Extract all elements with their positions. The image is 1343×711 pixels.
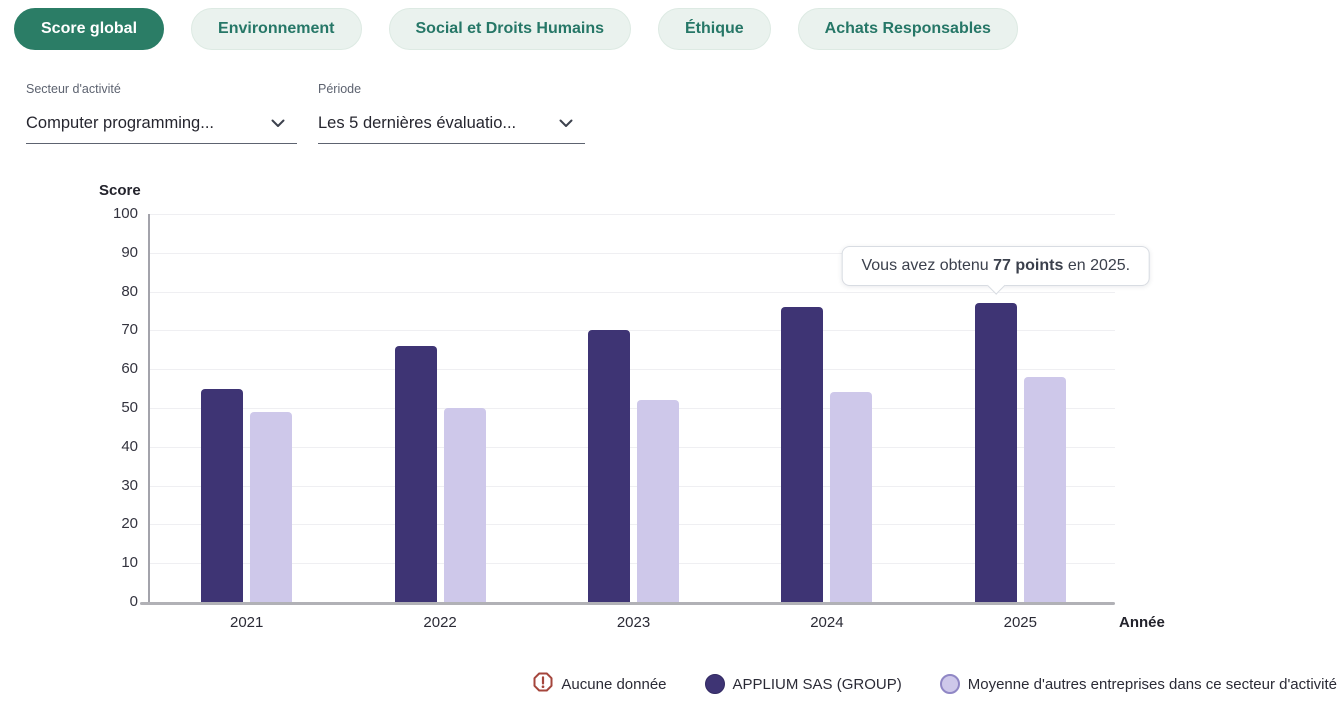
x-tick-label: 2023	[616, 614, 651, 631]
plot-area: Année Vous avez obtenu 77 points en 2025…	[113, 205, 1165, 631]
chevron-down-icon	[559, 112, 573, 134]
y-axis-title: Score	[99, 182, 141, 199]
legend-item-company: APPLIUM SAS (GROUP)	[704, 674, 902, 694]
sector-filter-label: Secteur d'activité	[26, 82, 121, 96]
y-tick-label: 80	[121, 282, 138, 300]
gridline	[150, 252, 1115, 254]
tab-bar: Score global Environnement Social et Droit…	[14, 8, 1018, 50]
x-axis-line	[140, 602, 1115, 605]
company-series-swatch-icon	[704, 674, 725, 694]
y-tick-label: 20	[121, 515, 138, 533]
y-tick-label: 50	[121, 399, 138, 416]
gridline	[150, 408, 1115, 409]
gridline	[150, 330, 1115, 332]
legend-label-company: APPLIUM SAS (GROUP)	[732, 675, 902, 693]
bar-2025-series-0[interactable]	[974, 303, 1017, 602]
x-tick-label: 2025	[1003, 614, 1037, 631]
chart-tooltip: Vous avez obtenu 77 points en 2025.	[841, 246, 1151, 286]
bar-2022-series-1[interactable]	[443, 408, 486, 602]
period-dropdown[interactable]: Les 5 dernières évaluatio...	[318, 112, 585, 144]
gridline	[150, 563, 1115, 565]
gridline	[150, 369, 1115, 371]
bar-2023-series-0[interactable]	[588, 330, 630, 602]
bar-2021-series-1[interactable]	[250, 411, 293, 602]
chevron-down-icon	[271, 112, 285, 134]
legend-label-no-data: Aucune donnée	[561, 675, 667, 693]
bar-2021-series-0[interactable]	[201, 388, 244, 602]
bar-2024-series-1[interactable]	[830, 392, 873, 602]
tooltip-text-suffix: en 2025.	[1063, 257, 1131, 274]
chart-legend: Aucune donnée APPLIUM SAS (GROUP) Moyenn…	[0, 672, 1337, 696]
bar-2024-series-0[interactable]	[781, 307, 824, 602]
x-axis-title: Année	[1119, 614, 1165, 631]
tab-environnement[interactable]: Environnement	[191, 8, 362, 50]
x-tick-label: 2021	[230, 614, 264, 631]
gridline	[150, 291, 1115, 293]
filter-period: Période Les 5 dernières évaluatio...	[318, 82, 585, 144]
gridline	[150, 446, 1115, 448]
tab-social-et-droits-humains[interactable]: Social et Droits Humains	[388, 8, 631, 50]
sector-dropdown[interactable]: Computer programming...	[26, 112, 297, 144]
y-tick-label: 90	[121, 243, 138, 261]
gridline	[150, 524, 1115, 526]
y-tick-label: 0	[129, 593, 138, 610]
bar-2025-series-1[interactable]	[1023, 376, 1066, 602]
sector-dropdown-value: Computer programming...	[26, 114, 214, 132]
x-tick-label: 2022	[423, 614, 457, 631]
tab-ethique[interactable]: Éthique	[658, 8, 771, 50]
y-tick-label: 100	[112, 205, 138, 222]
score-bar-chart: Score Année Vous avez obtenu 77 points e…	[0, 182, 1343, 652]
y-tick-label: 30	[121, 476, 138, 494]
bar-2023-series-1[interactable]	[637, 400, 679, 602]
gridline	[150, 485, 1115, 487]
filters: Secteur d'activité Computer programming.…	[26, 82, 585, 144]
y-tick-label: 10	[121, 554, 138, 572]
filter-sector: Secteur d'activité Computer programming.…	[26, 82, 297, 144]
period-filter-label: Période	[318, 82, 362, 96]
tooltip-text-prefix: Vous avez obtenu	[861, 257, 994, 274]
y-tick-label: 40	[121, 437, 138, 455]
y-tick-label: 60	[121, 360, 138, 378]
tab-score-global[interactable]: Score global	[14, 8, 165, 50]
no-data-warning-icon	[533, 672, 553, 696]
tooltip-text-bold: 77 points	[993, 257, 1064, 274]
tab-achats-responsables[interactable]: Achats Responsables	[797, 8, 1018, 50]
period-dropdown-value: Les 5 dernières évaluatio...	[318, 114, 517, 132]
gridline	[150, 214, 1115, 215]
x-tick-label: 2024	[810, 614, 844, 631]
legend-item-no-data: Aucune donnée	[533, 672, 667, 696]
legend-label-sector-average: Moyenne d'autres entreprises dans ce sec…	[967, 675, 1337, 693]
legend-item-sector-average: Moyenne d'autres entreprises dans ce sec…	[939, 674, 1337, 694]
y-tick-label: 70	[121, 321, 138, 339]
bar-2022-series-0[interactable]	[394, 345, 437, 602]
sector-average-swatch-icon	[939, 674, 960, 694]
